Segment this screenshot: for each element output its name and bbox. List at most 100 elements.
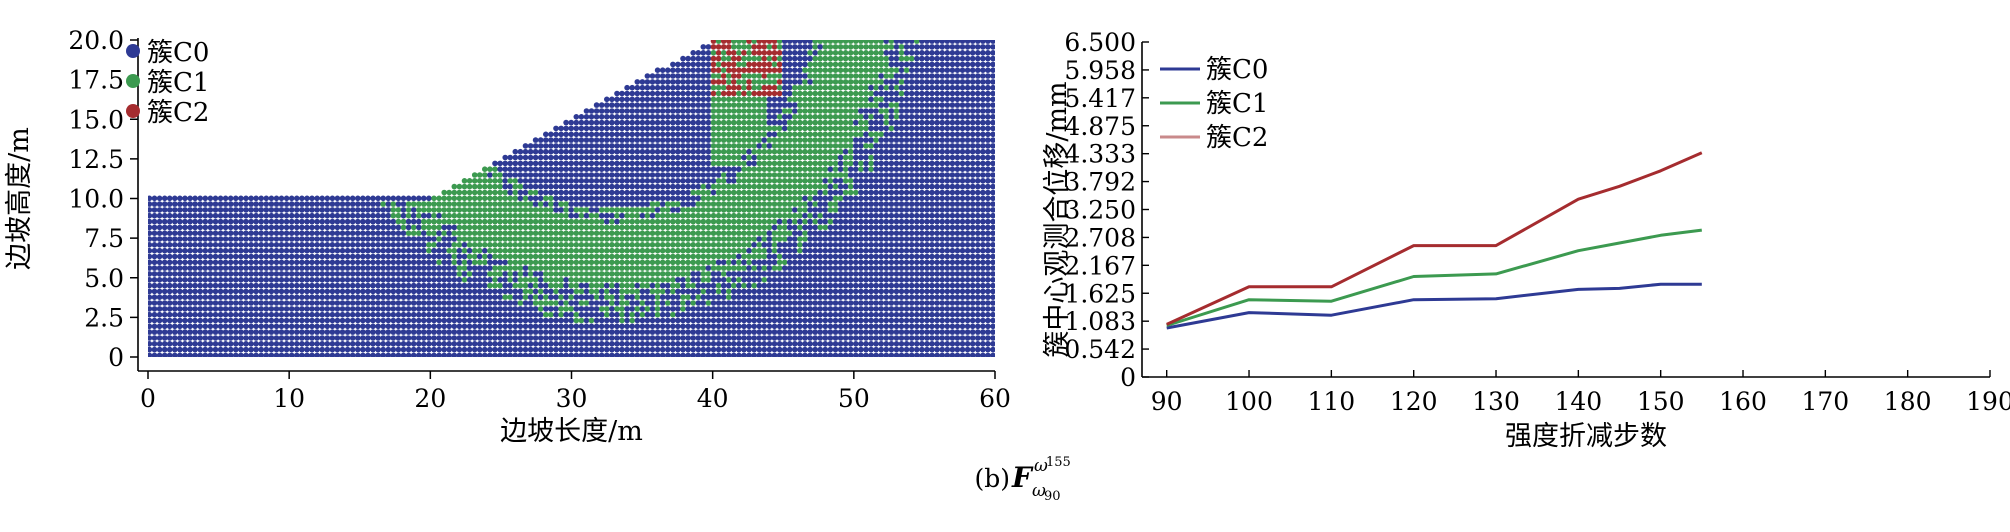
cluster-point bbox=[710, 125, 717, 132]
cluster-point bbox=[756, 125, 763, 132]
cluster-point bbox=[573, 189, 580, 196]
cluster-point bbox=[817, 341, 823, 347]
cluster-point bbox=[492, 178, 498, 184]
cluster-point bbox=[741, 79, 747, 85]
cluster-point bbox=[517, 166, 524, 172]
cluster-point bbox=[700, 335, 707, 341]
cluster-point bbox=[649, 108, 656, 114]
cluster-point bbox=[543, 317, 549, 324]
cluster-point bbox=[675, 271, 681, 277]
cluster-point bbox=[598, 329, 605, 335]
cluster-point bbox=[309, 346, 315, 353]
cluster-point bbox=[436, 212, 442, 219]
cluster-point bbox=[466, 288, 473, 295]
cluster-point bbox=[461, 329, 468, 335]
cluster-point bbox=[329, 230, 336, 236]
cluster-point bbox=[227, 352, 234, 357]
cluster-point bbox=[207, 306, 214, 312]
cluster-point bbox=[466, 247, 473, 254]
cluster-point bbox=[288, 294, 295, 301]
cluster-point bbox=[720, 148, 727, 155]
cluster-point bbox=[476, 253, 483, 260]
cluster-point bbox=[624, 125, 630, 132]
cluster-point bbox=[156, 207, 163, 213]
cluster-point bbox=[492, 160, 498, 167]
cluster-point bbox=[517, 178, 524, 184]
cluster-point bbox=[375, 341, 381, 347]
cluster-point bbox=[797, 50, 803, 56]
cluster-point bbox=[797, 352, 803, 357]
cluster-point bbox=[375, 329, 381, 335]
cluster-point bbox=[243, 247, 249, 254]
cluster-point bbox=[395, 230, 402, 236]
cluster-point bbox=[273, 306, 280, 312]
cluster-point bbox=[619, 288, 625, 295]
cluster-point bbox=[649, 224, 656, 231]
cluster-point bbox=[736, 311, 742, 318]
cluster-point bbox=[532, 166, 539, 172]
cluster-point bbox=[319, 341, 326, 347]
cluster-point bbox=[400, 317, 407, 324]
cluster-point bbox=[482, 212, 488, 219]
cluster-point bbox=[360, 335, 366, 341]
cluster-point bbox=[441, 352, 447, 357]
cluster-point bbox=[746, 44, 752, 50]
cluster-point bbox=[543, 154, 549, 161]
cluster-point bbox=[324, 329, 331, 335]
cluster-point bbox=[487, 201, 493, 207]
cluster-point bbox=[476, 189, 483, 196]
cluster-point bbox=[573, 271, 580, 277]
cluster-point bbox=[639, 265, 646, 271]
cluster-point bbox=[670, 265, 676, 271]
cluster-point bbox=[807, 166, 813, 172]
cluster-point bbox=[700, 166, 707, 172]
cluster-point bbox=[807, 172, 813, 178]
cluster-point bbox=[573, 317, 580, 324]
cluster-point bbox=[294, 352, 300, 357]
cluster-point bbox=[148, 271, 153, 277]
cluster-point bbox=[182, 212, 188, 219]
cluster-point bbox=[685, 166, 691, 172]
cluster-point bbox=[527, 236, 534, 242]
cluster-point bbox=[726, 294, 732, 301]
cluster-point bbox=[751, 96, 757, 103]
cluster-point bbox=[649, 212, 656, 219]
cluster-point bbox=[527, 183, 534, 190]
cluster-point bbox=[268, 253, 275, 260]
cluster-point bbox=[756, 44, 763, 50]
cluster-point bbox=[751, 224, 757, 231]
cluster-point bbox=[304, 352, 310, 357]
cluster-point bbox=[278, 277, 285, 283]
cluster-point bbox=[812, 335, 818, 341]
cluster-point bbox=[619, 143, 625, 149]
cluster-point bbox=[670, 166, 676, 172]
cluster-point bbox=[151, 259, 158, 266]
cluster-point bbox=[802, 247, 808, 254]
cluster-point bbox=[614, 218, 620, 225]
cluster-point bbox=[426, 236, 432, 242]
cluster-point bbox=[634, 236, 641, 242]
cluster-point bbox=[736, 230, 742, 236]
cluster-point bbox=[421, 207, 427, 213]
cluster-point bbox=[334, 346, 341, 353]
cluster-point bbox=[148, 195, 153, 202]
cluster-point bbox=[253, 300, 259, 306]
cluster-point bbox=[766, 259, 773, 266]
cluster-point bbox=[649, 148, 656, 155]
cluster-point bbox=[436, 271, 442, 277]
cluster-point bbox=[659, 300, 666, 306]
cluster-point bbox=[497, 247, 503, 254]
cluster-point bbox=[568, 282, 574, 289]
cluster-point bbox=[365, 346, 371, 353]
cluster-point bbox=[543, 172, 549, 178]
cluster-point bbox=[161, 341, 168, 347]
cluster-point bbox=[202, 282, 209, 289]
cluster-point bbox=[400, 352, 407, 357]
cluster-point bbox=[766, 119, 773, 126]
cluster-point bbox=[807, 50, 813, 56]
cluster-point bbox=[365, 282, 371, 289]
cluster-point bbox=[604, 102, 610, 108]
cluster-point bbox=[365, 201, 371, 207]
cluster-point bbox=[751, 265, 757, 271]
cluster-point bbox=[512, 236, 519, 242]
